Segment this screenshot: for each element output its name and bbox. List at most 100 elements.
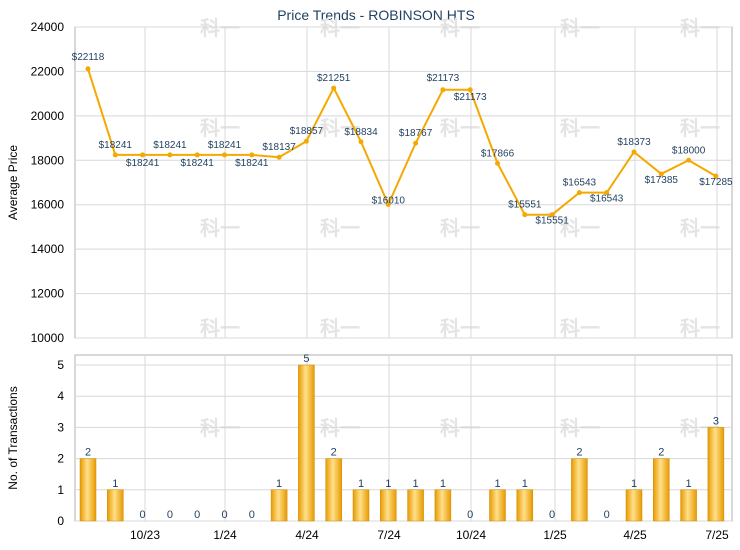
transactions-data-label: 0 [221,509,227,521]
transactions-bar [680,489,697,522]
x-tick-label: 4/25 [623,528,647,542]
price-point [194,152,200,158]
price-data-label: $16010 [372,195,406,206]
price-point [549,212,555,218]
price-y-tick-label: 20000 [31,109,65,123]
x-tick-label: 7/25 [705,528,729,542]
price-point [413,140,419,146]
transactions-bar [107,489,124,522]
transactions-data-label: 1 [440,478,446,490]
watermark-mark: 科一 [440,116,480,140]
price-series-line [87,68,717,216]
watermark-mark: 科一 [200,116,240,140]
watermark-mark: 科一 [320,16,360,40]
price-point [276,154,282,160]
x-tick-label: 10/24 [456,528,486,542]
transactions-bar [516,489,534,522]
price-point [467,87,473,93]
price-point [303,138,309,144]
watermark-mark: 科一 [200,316,240,340]
transactions-data-label: 0 [140,509,146,521]
transactions-y-tick-label: 1 [57,483,64,497]
x-tick-label: 7/24 [377,528,401,542]
price-data-label: $16543 [563,178,597,189]
transactions-y-tick-label: 5 [57,358,64,372]
transactions-data-label: 1 [413,478,419,490]
transactions-data-label: 2 [658,447,664,459]
price-data-label: $18137 [262,142,296,153]
price-point [249,152,255,158]
price-data-label: $21251 [317,73,351,84]
transactions-data-label: 2 [85,447,91,459]
price-data-label: $22118 [72,52,105,63]
watermark-mark: 科一 [440,316,480,340]
price-point [385,201,391,207]
price-point [495,160,500,166]
transactions-data-label: 2 [331,447,337,459]
price-point [112,152,118,158]
transactions-data-label: 0 [604,509,610,521]
price-point [85,66,91,72]
price-y-tick-label: 12000 [31,287,65,301]
transactions-data-label: 0 [194,509,200,521]
x-tick-label: 1/24 [213,528,237,542]
price-point [140,152,146,158]
price-data-label: $18373 [617,137,651,148]
price-data-label: $18241 [153,140,187,151]
price-data-label: $18241 [208,140,242,151]
price-y-tick-label: 22000 [31,64,65,78]
transactions-data-label: 2 [576,447,582,459]
price-data-label: $18834 [344,127,378,138]
price-data-label: $21173 [427,73,460,84]
watermark-mark: 科一 [320,316,360,340]
watermark-mark: 科一 [560,416,600,440]
transactions-data-label: 1 [112,478,118,490]
watermark-mark: 科一 [680,216,720,240]
price-data-label: $18767 [399,128,433,139]
transactions-data-label: 0 [167,509,173,521]
price-point [222,152,227,158]
price-y-tick-label: 24000 [31,20,65,34]
price-data-label: $15551 [535,216,569,227]
transactions-bar [625,489,643,522]
transactions-bar [298,364,315,522]
price-y-tick-label: 10000 [31,331,65,345]
transactions-bar [571,458,588,522]
transactions-y-tick-label: 0 [57,514,64,528]
x-tick-label: 1/25 [543,528,567,542]
transactions-data-label: 1 [358,478,364,490]
price-data-label: $18241 [235,158,269,169]
price-y-tick-label: 16000 [31,198,65,212]
watermark-mark: 科一 [680,16,720,40]
transactions-data-label: 3 [713,415,719,427]
price-data-label: $17285 [699,177,733,188]
transactions-data-label: 0 [467,509,473,521]
watermark-mark: 科一 [200,416,240,440]
transactions-y-axis-label: No. of Transactions [6,386,20,489]
transactions-bar [489,489,506,522]
price-point [167,152,173,158]
price-plot-frame [74,26,733,339]
price-point [576,190,582,196]
chart-title: Price Trends - ROBINSON HTS [277,7,475,23]
price-data-label: $16543 [590,194,624,205]
price-point [331,85,337,91]
transactions-data-label: 1 [522,478,528,490]
price-point [658,171,664,177]
price-y-axis-label: Average Price [6,145,20,220]
x-tick-label: 10/23 [130,528,160,542]
price-y-tick-label: 18000 [31,153,65,167]
watermark-mark: 科一 [440,216,480,240]
transactions-data-label: 0 [249,509,255,521]
transactions-data-label: 1 [276,478,282,490]
transactions-bar [707,427,725,522]
price-data-label: $18241 [181,158,215,169]
x-tick-label: 4/24 [295,528,319,542]
watermark-mark: 科一 [560,116,600,140]
watermark-mark: 科一 [680,116,720,140]
transactions-y-tick-label: 4 [57,389,64,403]
transactions-bar [434,489,452,522]
